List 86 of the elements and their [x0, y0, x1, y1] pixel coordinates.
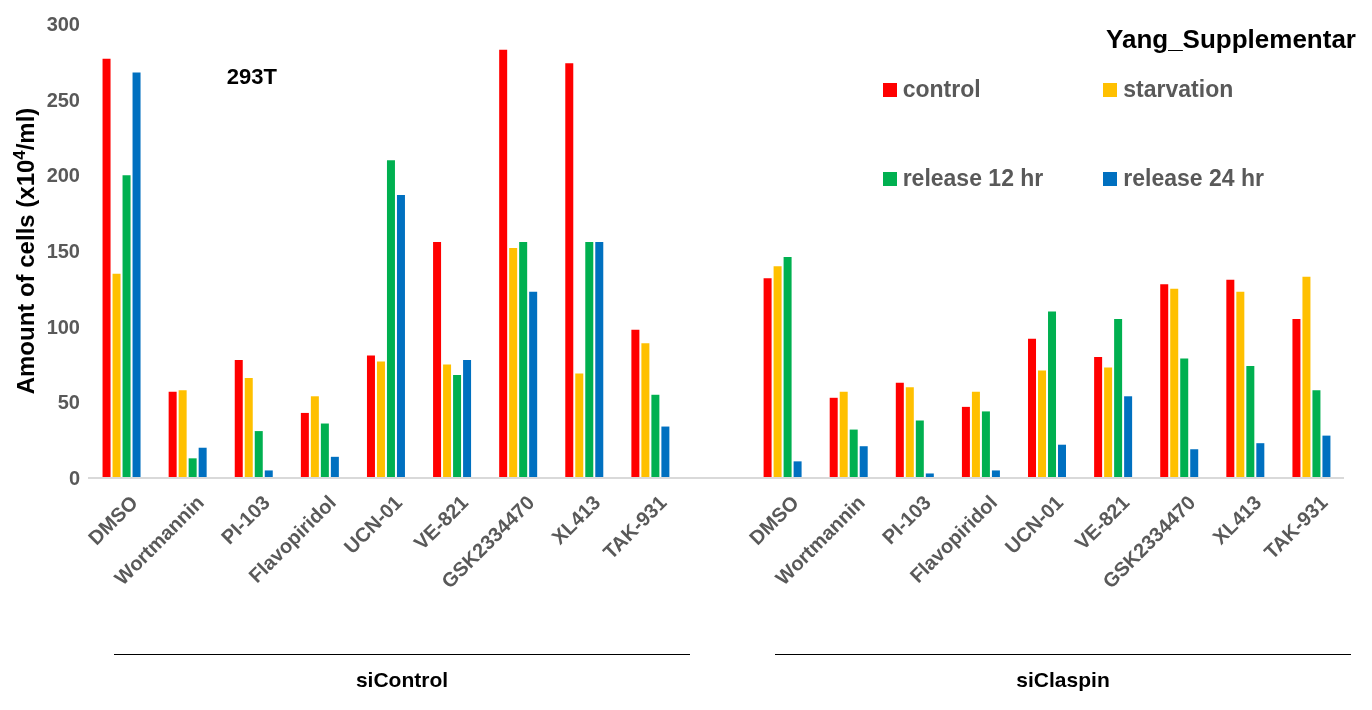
bar — [499, 49, 508, 478]
bar — [631, 329, 640, 478]
bar — [575, 373, 584, 478]
bar — [1048, 311, 1057, 478]
bar — [793, 461, 802, 478]
y-tick-label: 100 — [46, 315, 80, 338]
bar — [661, 426, 670, 478]
y-tick-label: 200 — [46, 164, 80, 187]
chart-title: Yang_Supplementar — [1106, 24, 1356, 55]
bar — [529, 291, 538, 478]
bar — [981, 411, 990, 478]
bar — [859, 446, 868, 478]
bar — [463, 359, 472, 478]
bar — [763, 278, 772, 478]
bar — [1160, 284, 1169, 478]
bar — [443, 364, 452, 478]
bar — [839, 391, 848, 478]
bar — [320, 423, 329, 478]
bar — [178, 390, 187, 478]
bar — [1180, 358, 1189, 478]
bar — [396, 195, 405, 478]
bar — [102, 58, 111, 478]
bar — [234, 359, 243, 478]
bar — [1256, 443, 1265, 478]
bar — [509, 247, 518, 478]
bar — [991, 470, 1000, 478]
bar — [961, 406, 970, 478]
bar — [1104, 367, 1113, 478]
bar — [783, 257, 792, 478]
bar — [1094, 356, 1103, 478]
y-tick-label: 250 — [46, 88, 80, 111]
bar — [651, 394, 660, 478]
bar — [1322, 435, 1331, 478]
bar — [188, 458, 197, 478]
bar — [1114, 319, 1123, 478]
legend-label: starvation — [1123, 76, 1234, 103]
bar — [244, 378, 253, 478]
legend-label: control — [902, 76, 981, 103]
bar — [386, 160, 395, 478]
bar — [565, 63, 574, 478]
bar — [366, 355, 375, 478]
text: siControl — [354, 668, 450, 692]
bar — [585, 241, 594, 478]
annotation: 293T — [226, 64, 277, 90]
y-tick-label: 150 — [46, 240, 80, 263]
bar — [1246, 366, 1255, 478]
bar — [849, 429, 858, 478]
bar — [1190, 449, 1199, 478]
bar — [330, 456, 339, 478]
bar — [1170, 288, 1179, 478]
bar — [595, 241, 604, 478]
bar — [1226, 279, 1235, 478]
bar — [829, 397, 838, 478]
bar — [433, 241, 442, 478]
y-tick-label: 0 — [68, 467, 80, 490]
bar — [168, 391, 177, 478]
y-tick-label: 300 — [46, 13, 80, 36]
bar — [1236, 291, 1245, 478]
bar — [453, 375, 462, 478]
bar — [254, 431, 263, 478]
bar — [300, 412, 309, 478]
bar — [641, 343, 650, 478]
bar — [895, 382, 904, 478]
bar — [971, 391, 980, 478]
y-tick-label: 50 — [57, 391, 80, 414]
bar — [519, 241, 528, 478]
text: siClaspin — [1015, 668, 1111, 692]
bar — [1302, 276, 1311, 478]
bar — [310, 396, 319, 478]
legend-label: release 12 hr — [902, 165, 1044, 192]
bar — [132, 72, 141, 478]
bar — [905, 387, 914, 478]
bar — [198, 447, 207, 478]
bar — [112, 273, 121, 478]
bar — [1058, 444, 1067, 478]
legend-label: release 24 hr — [1123, 165, 1264, 192]
bar — [1038, 370, 1047, 478]
bar — [1312, 390, 1321, 478]
bar — [773, 266, 782, 478]
bar — [376, 361, 385, 478]
bar — [264, 470, 273, 478]
bar — [1292, 319, 1301, 478]
bar — [1124, 396, 1133, 478]
bar — [1028, 338, 1037, 478]
bar — [122, 175, 131, 478]
bar — [915, 420, 924, 478]
